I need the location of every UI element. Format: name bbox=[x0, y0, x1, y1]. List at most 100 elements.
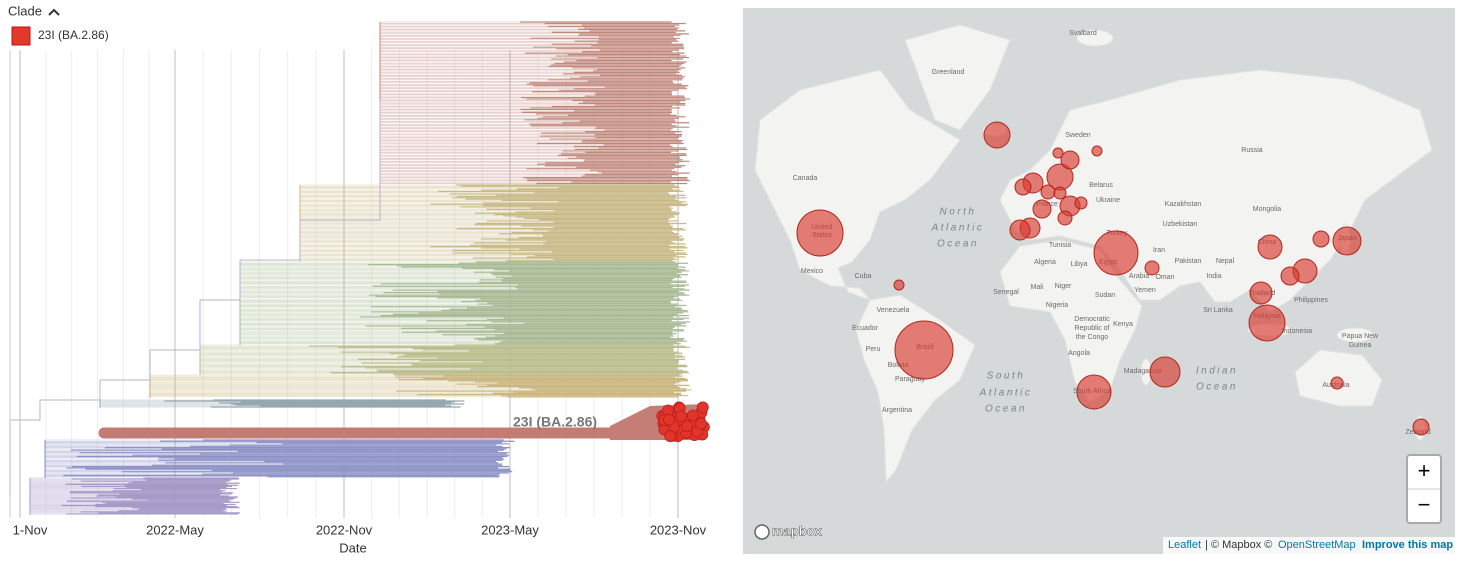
ocean-label: Ocean bbox=[1196, 382, 1238, 393]
x-tick-label: 2023-May bbox=[481, 522, 539, 537]
map-label: Mali bbox=[1031, 284, 1044, 291]
map-bubble bbox=[1040, 184, 1056, 200]
map-label: Senegal bbox=[993, 289, 1019, 296]
zoom-in[interactable]: + bbox=[1418, 458, 1431, 483]
map-label: Sudan bbox=[1095, 292, 1115, 299]
tree-panel: 1-Nov 2022-May 2022-Nov 2023-May 2023-Nov 23I… bbox=[9, 21, 710, 537]
x-tick-label: 2023-Nov bbox=[650, 522, 707, 537]
tip bbox=[686, 409, 699, 422]
map-bubble bbox=[1074, 196, 1088, 210]
attr-leaflet[interactable]: Leaflet bbox=[1168, 539, 1201, 551]
legend-title[interactable]: Clade bbox=[8, 3, 42, 18]
map-bubble bbox=[1053, 186, 1067, 200]
map-bubble bbox=[1032, 199, 1052, 219]
map-bubble bbox=[1312, 230, 1330, 248]
legend-swatch[interactable] bbox=[11, 26, 31, 46]
map-label: Uzbekistan bbox=[1163, 221, 1198, 228]
tip bbox=[681, 420, 694, 432]
map-label: Angola bbox=[1068, 350, 1090, 357]
logo-text[interactable]: mapbox bbox=[772, 523, 823, 539]
tip bbox=[695, 417, 707, 430]
map-label: Tunisia bbox=[1049, 242, 1071, 249]
map-label: Canada bbox=[793, 175, 818, 182]
x-tick-label: 2022-May bbox=[146, 522, 204, 537]
map-label: Argentina bbox=[882, 407, 912, 414]
map-label: Nepal bbox=[1216, 258, 1235, 265]
tip bbox=[664, 430, 677, 442]
map-bubble bbox=[1280, 266, 1300, 286]
mapbox-logo[interactable]: mapbox bbox=[754, 523, 823, 540]
ocean-label: Ocean bbox=[985, 404, 1027, 415]
map-label: Bolivia bbox=[888, 362, 909, 369]
map-bubble bbox=[1144, 260, 1160, 276]
branch-label: 23I (BA.2.86) bbox=[513, 414, 597, 430]
ocean-label: South bbox=[987, 371, 1026, 382]
map-bubbles bbox=[796, 121, 1430, 436]
map-bubble bbox=[983, 121, 1011, 149]
map-bubble bbox=[1057, 210, 1073, 226]
legend-item[interactable]: 23I (BA.2.86) bbox=[38, 28, 109, 42]
legend-caret[interactable] bbox=[48, 8, 60, 16]
map-label: India bbox=[1206, 273, 1221, 280]
map-bubble bbox=[796, 209, 844, 257]
map[interactable]: Svalbard Greenland Canada Sweden Russia Belar… bbox=[743, 8, 1455, 554]
map-label: Philippines bbox=[1294, 297, 1328, 304]
map-bubble bbox=[1257, 234, 1283, 260]
map-label: Venezuela bbox=[877, 307, 910, 314]
map-label: Kenya bbox=[1113, 321, 1133, 328]
map-label: Libya bbox=[1071, 261, 1088, 268]
map-label: Greenland bbox=[932, 69, 965, 76]
map-label: Kazakhstan bbox=[1165, 201, 1202, 208]
ocean-label: North bbox=[940, 207, 977, 218]
x-tick-label: 2022-Nov bbox=[316, 522, 373, 537]
map-label: Guinea bbox=[1349, 342, 1372, 349]
map-label: Belarus bbox=[1089, 182, 1113, 189]
backbone bbox=[9, 100, 381, 495]
map-label: Iran bbox=[1153, 247, 1165, 254]
map-bubble bbox=[1332, 226, 1362, 256]
zoom-out[interactable]: − bbox=[1418, 492, 1431, 517]
attr-improve[interactable]: Improve this map bbox=[1362, 539, 1453, 551]
attr-sep: | © Mapbox © bbox=[1205, 539, 1272, 551]
map-bubble bbox=[1009, 219, 1031, 241]
map-bubble bbox=[1060, 150, 1080, 170]
map-label: Niger bbox=[1055, 283, 1072, 290]
map-bubble bbox=[1014, 178, 1032, 196]
map-label: the Congo bbox=[1076, 334, 1108, 341]
map-bubble bbox=[1330, 376, 1344, 390]
map-label: Paraguay bbox=[895, 376, 925, 383]
map-label: Yemen bbox=[1134, 287, 1156, 294]
map-bubble bbox=[1091, 145, 1103, 157]
map-bubble bbox=[1093, 230, 1139, 276]
tip bbox=[663, 413, 675, 426]
map-bubble bbox=[893, 279, 905, 291]
map-label: Oman bbox=[1155, 274, 1174, 281]
map-label: Papua New bbox=[1342, 333, 1379, 340]
map-bubble bbox=[1412, 418, 1430, 436]
map-label: Cuba bbox=[855, 273, 872, 280]
map-label: Ukraine bbox=[1096, 197, 1120, 204]
map-label: Mongolia bbox=[1253, 206, 1282, 213]
map-label: Peru bbox=[866, 346, 881, 353]
map-bubble bbox=[1249, 281, 1273, 305]
tip bbox=[696, 401, 709, 414]
map-label: Russia bbox=[1241, 147, 1263, 154]
map-bubble bbox=[1052, 147, 1064, 159]
map-label: Indonesia bbox=[1282, 328, 1312, 335]
map-label: Sri Lanka bbox=[1203, 307, 1233, 314]
map-label: Svalbard bbox=[1069, 30, 1097, 37]
map-label: Sweden bbox=[1065, 132, 1090, 139]
map-label: Arabia bbox=[1129, 273, 1149, 280]
map-label: Algeria bbox=[1034, 259, 1056, 266]
ocean-label: Atlantic bbox=[979, 388, 1033, 399]
ocean-label: Ocean bbox=[937, 239, 979, 250]
attribution-bg bbox=[1163, 537, 1455, 554]
map-bubble bbox=[894, 320, 954, 380]
attr-osm[interactable]: OpenStreetMap bbox=[1278, 539, 1356, 551]
map-bubble bbox=[1248, 304, 1286, 342]
ocean-label: Atlantic bbox=[931, 223, 985, 234]
x-tick-label: 1-Nov bbox=[13, 522, 48, 537]
map-label: Pakistan bbox=[1175, 258, 1202, 265]
